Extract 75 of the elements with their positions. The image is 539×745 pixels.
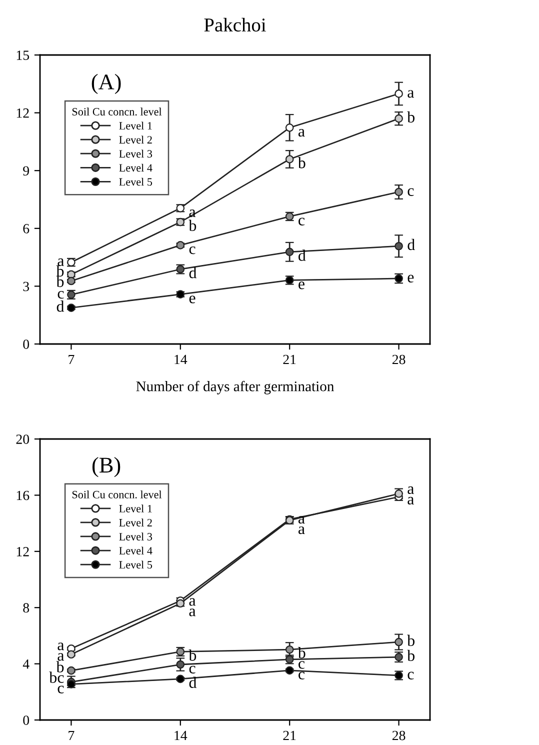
legend-title: Soil Cu concn. level [72, 108, 162, 116]
annotation: e [298, 282, 304, 290]
legend-label: Level 1 [119, 504, 152, 512]
annotation: (B) [92, 457, 120, 478]
annotation: d [56, 300, 64, 312]
annotation: a [189, 608, 196, 616]
y-tick-label: 16 [16, 490, 30, 500]
annotation: b [298, 156, 306, 168]
annotation: c [298, 672, 305, 680]
annotation: c [58, 686, 64, 694]
annotation: b [56, 265, 64, 277]
legend-label: Level 4 [119, 164, 152, 172]
annotation: d [189, 267, 197, 278]
annotation: b [188, 649, 196, 661]
annotation: b [56, 661, 64, 672]
legend-label: Level 4 [119, 546, 152, 555]
annotation: a [189, 598, 196, 606]
annotation: c [58, 290, 64, 299]
annotation: c [189, 666, 196, 674]
annotation: a [58, 258, 64, 266]
y-tick-label: 15 [16, 50, 30, 60]
annotation: e [408, 274, 414, 282]
annotation: d [298, 250, 306, 261]
y-tick-label: 20 [16, 434, 30, 444]
x-tick-label: 7 [68, 354, 74, 364]
y-tick-label: 3 [23, 282, 30, 292]
annotation: b [407, 650, 415, 662]
x-axis-title: Number of days after germination [136, 380, 334, 394]
legend-label: Level 2 [119, 136, 152, 144]
annotation: b [298, 647, 306, 658]
annotation: b [188, 220, 196, 232]
annotation: c [408, 672, 414, 680]
legend-title: Soil Cu concn. level [72, 490, 162, 498]
x-tick-label: 21 [283, 354, 296, 364]
annotation: e [189, 296, 196, 304]
annotation: a [408, 90, 414, 98]
y-tick-label: 8 [23, 603, 30, 613]
annotation: c [189, 246, 196, 254]
legend-label: Level 3 [119, 150, 152, 158]
annotation: a [298, 516, 305, 524]
annotation: b [407, 634, 415, 646]
annotation: c [298, 661, 305, 669]
x-tick-label: 28 [392, 354, 406, 364]
y-tick-label: 0 [23, 716, 30, 725]
annotation: d [189, 676, 197, 688]
annotation: c [408, 188, 414, 196]
annotation: a [408, 496, 414, 505]
annotation: a [298, 128, 305, 137]
legend-label: Level 2 [119, 518, 152, 526]
x-tick-label: 21 [283, 730, 296, 740]
annotation: a [58, 653, 64, 661]
annotation: a [58, 642, 64, 650]
y-tick-label: 12 [16, 108, 29, 118]
annotation: (A) [92, 74, 121, 94]
y-tick-label: 4 [22, 659, 30, 669]
annotation: a [408, 486, 414, 494]
annotation: c [298, 218, 305, 226]
legend-label: Level 1 [119, 122, 152, 130]
x-tick-label: 14 [174, 730, 188, 740]
legend-label: Level 5 [119, 560, 152, 569]
annotation: a [298, 526, 305, 534]
legend-label: Level 5 [119, 178, 152, 186]
annotation: bc [49, 672, 64, 683]
y-tick-label: 9 [23, 166, 30, 176]
y-tick-label: 12 [16, 547, 29, 556]
y-tick-label: 0 [23, 340, 30, 349]
x-tick-label: 14 [174, 354, 188, 364]
x-tick-label: 28 [392, 730, 406, 740]
x-tick-label: 7 [68, 730, 74, 740]
annotation: b [56, 276, 64, 288]
annotation: d [408, 238, 415, 250]
legend-label: Level 3 [119, 532, 152, 540]
chart-title: Pakchoi [204, 18, 266, 32]
y-tick-label: 6 [23, 224, 30, 234]
annotation: b [407, 111, 415, 123]
